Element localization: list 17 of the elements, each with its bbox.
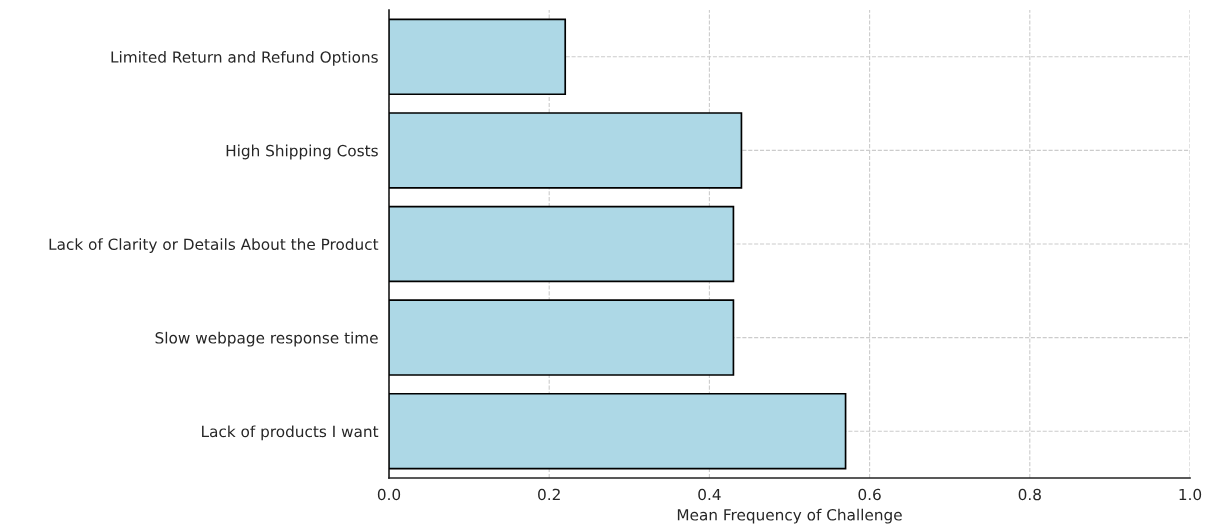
x-tick-label: 0.0 (377, 488, 401, 501)
bar (389, 18, 567, 96)
bar (389, 299, 735, 376)
x-tick-label: 0.2 (538, 488, 560, 501)
bar (389, 392, 847, 470)
x-tick-label: 1.0 (1179, 488, 1202, 501)
y-tick-label: High Shipping Costs (226, 144, 378, 160)
bar (389, 205, 735, 283)
x-axis-title: Mean Frequency of Challenge (677, 508, 902, 524)
bar (389, 112, 743, 189)
x-tick-label: 0.4 (698, 488, 721, 501)
y-tick-label: Lack of products I want (202, 425, 379, 441)
y-tick-label: Slow webpage response time (155, 331, 378, 347)
y-tick-label: Limited Return and Refund Options (111, 51, 378, 66)
y-tick-label: Lack of Clarity or Details About the Product (49, 238, 379, 253)
x-tick-label: 0.6 (858, 488, 881, 501)
x-tick-label: 0.8 (1018, 488, 1041, 501)
